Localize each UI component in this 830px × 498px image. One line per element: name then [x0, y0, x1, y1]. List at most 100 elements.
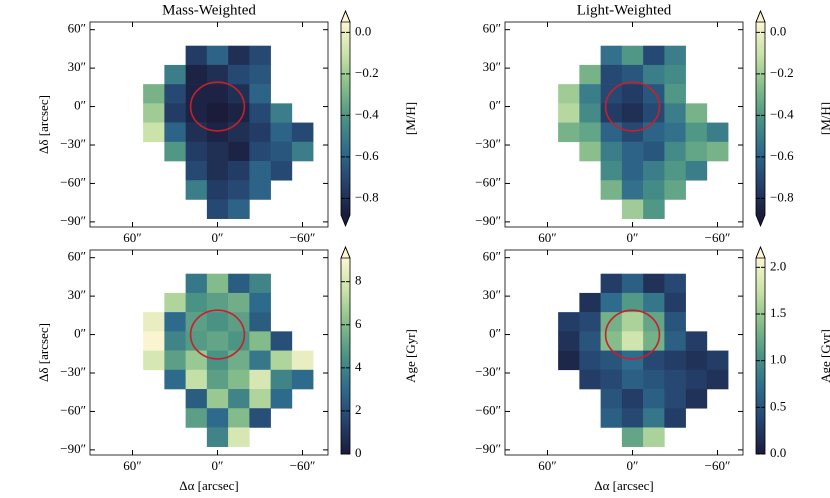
pixel — [228, 273, 250, 294]
pixel — [643, 408, 665, 428]
axes-frame — [89, 249, 329, 456]
pixel — [643, 141, 665, 162]
pixel — [685, 122, 708, 143]
pixel — [164, 350, 186, 371]
axes-frame — [504, 249, 744, 456]
x-tick-label: −60″ — [290, 458, 316, 473]
pixel — [664, 141, 686, 162]
axes-frame — [89, 21, 329, 228]
pixel — [185, 103, 208, 123]
pixel — [706, 350, 729, 371]
y-tick-label: −60″ — [475, 174, 501, 189]
pixel — [185, 84, 208, 104]
pixel — [270, 389, 293, 409]
pixel — [621, 84, 644, 104]
colorbar-extend-min — [341, 215, 350, 226]
pixel — [600, 122, 623, 143]
pixel — [206, 312, 229, 332]
pixel — [228, 122, 250, 143]
pixel — [600, 312, 623, 332]
aperture-circle — [189, 309, 246, 360]
x-axis-label: Δα [arcsec] — [179, 478, 239, 493]
pixel — [643, 427, 665, 447]
pixel — [185, 45, 208, 66]
pixel — [206, 273, 229, 294]
x-tick-label: −60″ — [705, 230, 731, 245]
x-tick-label: 60″ — [123, 230, 141, 245]
pixel — [621, 103, 644, 123]
y-tick-label: −90″ — [475, 441, 501, 456]
pixel — [185, 389, 208, 409]
pixel — [185, 161, 208, 181]
pixel — [228, 64, 250, 85]
pixel — [249, 122, 271, 143]
colorbar-outline — [340, 245, 351, 455]
pixel — [558, 84, 580, 104]
pixel — [600, 161, 623, 181]
pixel — [228, 389, 250, 409]
colorbar — [756, 258, 765, 454]
pixel — [206, 141, 229, 162]
heatmap — [143, 273, 314, 447]
y-tick-label: 0″ — [74, 326, 86, 341]
pixel — [228, 350, 250, 371]
pixel — [558, 350, 580, 371]
pixel — [249, 408, 271, 428]
pixel — [600, 292, 623, 313]
pixel — [600, 180, 623, 200]
pixel — [600, 64, 623, 85]
pixel — [270, 161, 293, 181]
pixel — [621, 331, 644, 351]
pixel — [185, 312, 208, 332]
pixel — [579, 369, 601, 390]
pixel — [600, 389, 623, 409]
colorbar-tick-label: 0 — [355, 445, 362, 460]
colorbar-tick-label: −0.6 — [355, 148, 379, 163]
colorbar-tick-label: 1.5 — [770, 305, 786, 320]
pixel — [643, 369, 665, 390]
y-tick-label: 60″ — [68, 21, 86, 36]
pixel — [143, 122, 165, 143]
pixel — [164, 292, 186, 313]
heatmap — [558, 273, 729, 447]
colorbar-outline — [755, 245, 766, 455]
pixel — [206, 350, 229, 371]
colorbar-tick-label: 0.0 — [770, 23, 786, 38]
pixel — [164, 141, 186, 162]
x-tick-label: −60″ — [705, 458, 731, 473]
y-tick-label: 60″ — [483, 249, 501, 264]
pixel — [664, 180, 686, 200]
pixel — [664, 331, 686, 351]
x-tick-label: 0″ — [212, 230, 224, 245]
pixel — [579, 331, 601, 351]
pixel — [685, 103, 708, 123]
pixel — [228, 161, 250, 181]
pixel — [249, 292, 271, 313]
pixel — [206, 180, 229, 200]
x-axis-label: Δα [arcsec] — [594, 478, 654, 493]
pixel — [579, 122, 601, 143]
pixel — [185, 141, 208, 162]
colorbar-extend-max — [340, 9, 351, 23]
pixel — [228, 180, 250, 200]
pixel — [291, 350, 314, 371]
pixel — [249, 273, 271, 294]
heatmap — [143, 45, 314, 219]
pixel — [164, 331, 186, 351]
pixel — [270, 369, 293, 390]
pixel — [643, 103, 665, 123]
pixel — [558, 103, 580, 123]
y-tick-label: −30″ — [60, 136, 86, 151]
pixel — [228, 331, 250, 351]
pixel — [206, 369, 229, 390]
y-tick-label: 60″ — [68, 249, 86, 264]
pixel — [185, 350, 208, 371]
pixel — [291, 369, 314, 390]
x-tick-label: 60″ — [538, 458, 556, 473]
y-tick-label: −60″ — [475, 402, 501, 417]
y-axis-label: Δδ [arcsec] — [36, 323, 51, 382]
colorbar-tick-label: 1.0 — [770, 352, 786, 367]
pixel — [643, 273, 665, 294]
pixel — [579, 312, 601, 332]
pixel — [164, 84, 186, 104]
